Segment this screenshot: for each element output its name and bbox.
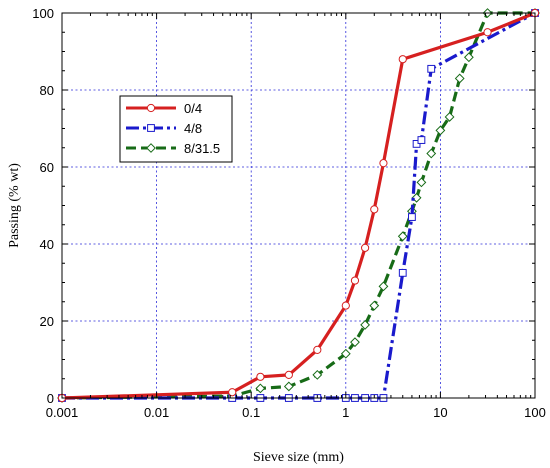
series-3-point: [426, 148, 437, 159]
series-3-point: [312, 369, 323, 380]
series-1: [57, 8, 540, 403]
series-1-point: [398, 55, 407, 64]
legend-label: 8/31.5: [184, 141, 220, 156]
legend-swatch-marker: [146, 103, 156, 113]
series-2-point: [427, 64, 436, 73]
series-3-line: [61, 11, 535, 400]
series-3-point: [435, 125, 446, 136]
series-2-point: [408, 213, 416, 221]
y-tick-label: 0: [47, 391, 54, 406]
y-tick-label: 100: [32, 6, 54, 21]
series-2: [58, 9, 539, 402]
series-3: [57, 8, 540, 403]
series-1-point: [370, 205, 379, 214]
x-tick-label: 100: [524, 405, 546, 420]
series-1-point: [284, 370, 293, 379]
series-2-point: [398, 268, 407, 277]
y-axis-title: Passing (% wt): [7, 163, 22, 248]
series-3-point: [350, 337, 360, 348]
x-tick-label: 10: [433, 405, 447, 420]
series-3-point: [369, 300, 380, 311]
series-1-point: [350, 276, 360, 285]
y-tick-label: 40: [40, 237, 54, 252]
ticks: 0.001 0.01 0.1 1 10 100 0 20 40 60 80 100: [32, 6, 546, 420]
grid: [62, 13, 535, 398]
legend-swatch-marker: [147, 124, 155, 132]
series-2-point: [417, 136, 426, 144]
y-tick-label: 20: [40, 314, 54, 329]
series-1-point: [341, 301, 350, 310]
legend: 0/4 4/8 8/31.5: [119, 95, 233, 163]
series-3-point: [397, 231, 408, 242]
series-3-point: [416, 177, 427, 188]
series-3-point: [340, 348, 351, 359]
series-3-point: [255, 383, 266, 394]
series-1-point: [228, 388, 237, 397]
series-1-point: [361, 243, 370, 252]
x-tick-label: 1: [342, 405, 349, 420]
series-3-point: [378, 281, 389, 292]
x-axis-title: Sieve size (mm): [253, 450, 344, 465]
legend-label: 4/8: [184, 121, 202, 136]
series-1-point: [313, 345, 322, 354]
legend-swatch-marker: [146, 143, 156, 153]
series-1-point: [379, 159, 388, 168]
x-tick-label: 0.001: [46, 405, 79, 420]
series-layer: [57, 8, 540, 403]
y-tick-label: 80: [40, 83, 54, 98]
series-3-point: [283, 381, 294, 392]
series-3-point: [444, 112, 455, 122]
series-3-point: [463, 52, 474, 63]
series-1-point: [256, 372, 265, 381]
legend-label: 0/4: [184, 101, 202, 116]
series-3-point: [360, 319, 371, 330]
x-tick-label: 0.1: [242, 405, 260, 420]
y-tick-label: 60: [40, 160, 54, 175]
series-1-point: [483, 28, 492, 37]
x-tick-label: 0.01: [144, 405, 169, 420]
series-3-point: [454, 73, 465, 84]
